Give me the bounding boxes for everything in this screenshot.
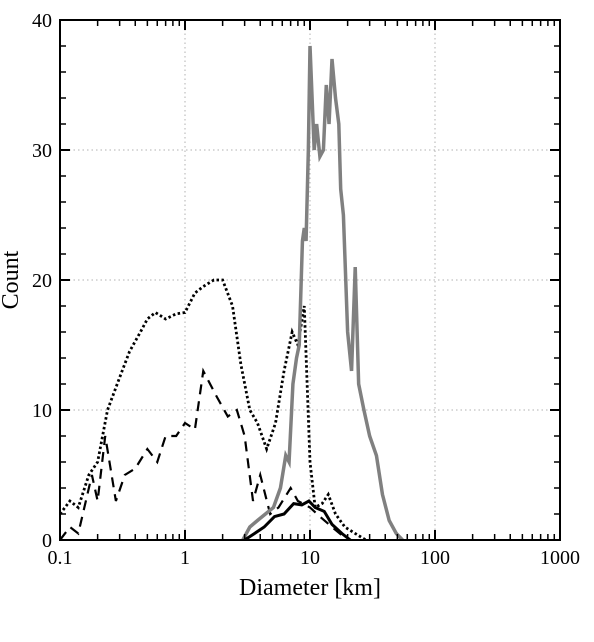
count-vs-diameter-chart: 0.11101001000010203040Diameter [km]Count (0, 0, 594, 642)
x-tick-label: 1000 (540, 547, 580, 569)
y-tick-label: 30 (32, 140, 52, 162)
y-tick-label: 40 (32, 10, 52, 32)
y-tick-label: 0 (42, 530, 52, 552)
x-tick-label: 100 (420, 547, 450, 569)
x-tick-label: 1 (180, 547, 190, 569)
y-axis-label: Count (0, 250, 24, 309)
y-tick-label: 10 (32, 400, 52, 422)
x-axis-label: Diameter [km] (239, 575, 381, 601)
y-tick-label: 20 (32, 270, 52, 292)
x-tick-label: 10 (300, 547, 320, 569)
